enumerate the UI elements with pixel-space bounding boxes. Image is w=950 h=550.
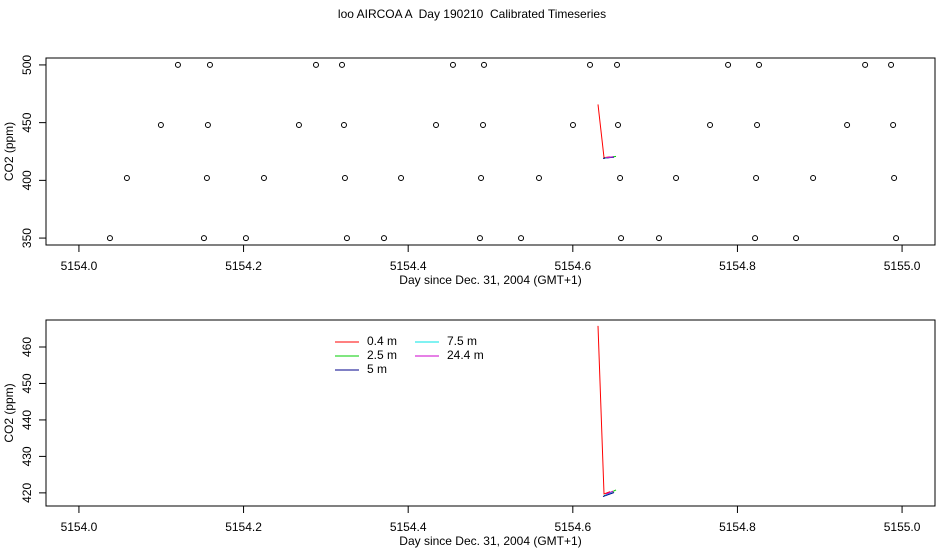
point xyxy=(203,175,210,182)
point xyxy=(480,121,487,128)
y-tick-label: 420 xyxy=(20,483,34,503)
point xyxy=(339,61,346,68)
x-tick-label: 5154.2 xyxy=(225,259,262,273)
point xyxy=(756,61,763,68)
point xyxy=(891,175,898,182)
point xyxy=(476,235,483,242)
point xyxy=(295,121,302,128)
point xyxy=(587,61,594,68)
series-line xyxy=(597,325,611,495)
y-tick-label: 450 xyxy=(20,373,34,393)
point xyxy=(614,61,621,68)
point xyxy=(844,121,851,128)
plot-frame xyxy=(45,57,936,246)
point xyxy=(893,235,900,242)
point xyxy=(206,61,213,68)
point xyxy=(888,61,895,68)
point xyxy=(449,61,456,68)
series-line xyxy=(602,492,615,497)
x-tick-label: 5154.0 xyxy=(61,520,98,534)
point xyxy=(312,61,319,68)
point xyxy=(535,175,542,182)
y-tick-label: 400 xyxy=(20,170,34,190)
y-tick-label: 350 xyxy=(20,228,34,248)
x-axis-title: Day since Dec. 31, 2004 (GMT+1) xyxy=(399,273,581,287)
x-tick-label: 5154.2 xyxy=(225,520,262,534)
point xyxy=(753,175,760,182)
x-tick-label: 5155.0 xyxy=(884,259,921,273)
point xyxy=(340,121,347,128)
legend-label: 0.4 m xyxy=(367,334,397,348)
x-tick-label: 5154.8 xyxy=(719,520,756,534)
legend-label: 24.4 m xyxy=(447,348,484,362)
point xyxy=(174,61,181,68)
point xyxy=(890,121,897,128)
point xyxy=(260,175,267,182)
point xyxy=(204,121,211,128)
point xyxy=(380,235,387,242)
point xyxy=(862,61,869,68)
point xyxy=(754,121,761,128)
point xyxy=(433,121,440,128)
x-tick-label: 5154.4 xyxy=(390,259,427,273)
x-axis-title: Day since Dec. 31, 2004 (GMT+1) xyxy=(399,534,581,548)
y-tick-label: 500 xyxy=(20,55,34,75)
y-tick-label: 450 xyxy=(20,112,34,132)
point xyxy=(618,235,625,242)
point xyxy=(106,235,113,242)
figure-title: loo AIRCOA A Day 190210 Calibrated Times… xyxy=(338,7,606,21)
series-line xyxy=(597,104,611,159)
point xyxy=(673,175,680,182)
y-axis-title: CO2 (ppm) xyxy=(2,383,16,442)
point xyxy=(810,175,817,182)
x-tick-label: 5154.4 xyxy=(390,520,427,534)
point xyxy=(655,235,662,242)
point xyxy=(617,175,624,182)
point xyxy=(793,235,800,242)
point xyxy=(725,61,732,68)
point xyxy=(341,175,348,182)
x-tick-label: 5154.8 xyxy=(719,259,756,273)
point xyxy=(123,175,130,182)
legend-label: 7.5 m xyxy=(447,334,477,348)
point xyxy=(569,121,576,128)
y-axis-title: CO2 (ppm) xyxy=(2,122,16,181)
series-line xyxy=(605,156,614,159)
y-tick-label: 440 xyxy=(20,410,34,430)
point xyxy=(200,235,207,242)
point xyxy=(615,121,622,128)
x-tick-label: 5154.0 xyxy=(61,259,98,273)
point xyxy=(157,121,164,128)
x-tick-label: 5155.0 xyxy=(884,520,921,534)
point xyxy=(707,121,714,128)
point xyxy=(478,175,485,182)
point xyxy=(480,61,487,68)
plot-frame xyxy=(45,319,936,507)
y-tick-label: 460 xyxy=(20,337,34,357)
legend-label: 5 m xyxy=(367,362,387,376)
point xyxy=(518,235,525,242)
x-tick-label: 5154.6 xyxy=(554,259,591,273)
x-tick-label: 5154.6 xyxy=(554,520,591,534)
point xyxy=(752,235,759,242)
y-tick-label: 430 xyxy=(20,446,34,466)
series-line xyxy=(605,490,614,495)
point xyxy=(242,235,249,242)
point xyxy=(343,235,350,242)
point xyxy=(398,175,405,182)
legend-label: 2.5 m xyxy=(367,348,397,362)
